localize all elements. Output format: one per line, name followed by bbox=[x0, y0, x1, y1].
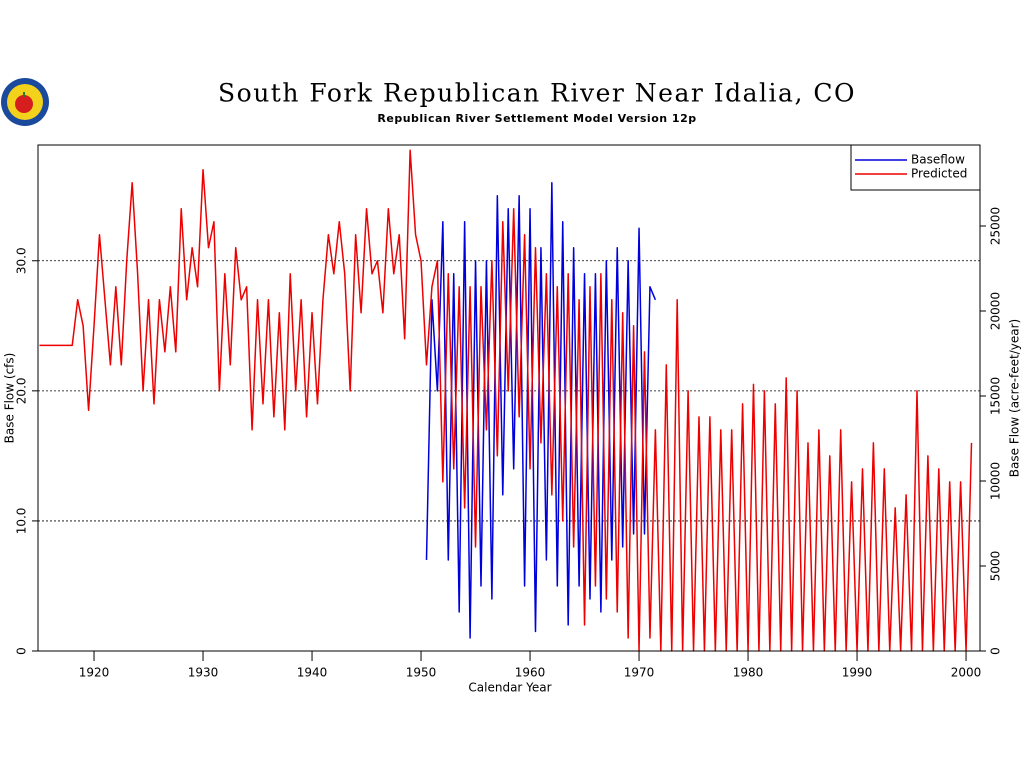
x-axis-label: Calendar Year bbox=[468, 681, 551, 695]
series-line bbox=[425, 181, 657, 639]
x-tick-label: 1960 bbox=[515, 666, 546, 680]
y2-tick-label: 5000 bbox=[989, 551, 1003, 582]
logo bbox=[1, 78, 49, 126]
x-tick-label: 1970 bbox=[624, 666, 655, 680]
x-tick-label: 1980 bbox=[733, 666, 764, 680]
logo-apple bbox=[15, 95, 33, 113]
y-tick-label: 0 bbox=[15, 647, 29, 655]
y2-tick-label: 15000 bbox=[989, 377, 1003, 415]
y-axis-label: Base Flow (cfs) bbox=[3, 353, 17, 444]
y-tick-label: 30.0 bbox=[15, 247, 29, 274]
y2-tick-label: 20000 bbox=[989, 292, 1003, 330]
y-tick-label: 10.0 bbox=[15, 508, 29, 535]
legend-label: Baseflow bbox=[911, 153, 965, 167]
legend-label: Predicted bbox=[911, 167, 967, 181]
plot bbox=[39, 149, 973, 652]
series-line bbox=[39, 149, 973, 652]
x-tick-label: 2000 bbox=[951, 666, 982, 680]
x-tick-label: 1930 bbox=[188, 666, 219, 680]
x-tick-label: 1990 bbox=[842, 666, 873, 680]
y-tick-label: 20.0 bbox=[15, 377, 29, 404]
y2-axis-label: Base Flow (acre-feet/year) bbox=[1008, 319, 1022, 477]
x-tick-label: 1950 bbox=[406, 666, 437, 680]
logo-stem bbox=[23, 92, 25, 97]
y2-tick-label: 25000 bbox=[989, 207, 1003, 245]
chart-title: South Fork Republican River Near Idalia,… bbox=[218, 79, 856, 108]
legend-box bbox=[850, 144, 981, 191]
x-tick-label: 1920 bbox=[79, 666, 110, 680]
y2-tick-label: 10000 bbox=[989, 462, 1003, 500]
chart-subtitle: Republican River Settlement Model Versio… bbox=[377, 112, 696, 125]
axes: 1920 1930 1940 1950 1960 1970 1980 1990 2000010.… bbox=[15, 207, 1003, 680]
x-tick-label: 1940 bbox=[297, 666, 328, 680]
plot-frame bbox=[37, 144, 981, 652]
y2-tick-label: 0 bbox=[989, 647, 1003, 655]
